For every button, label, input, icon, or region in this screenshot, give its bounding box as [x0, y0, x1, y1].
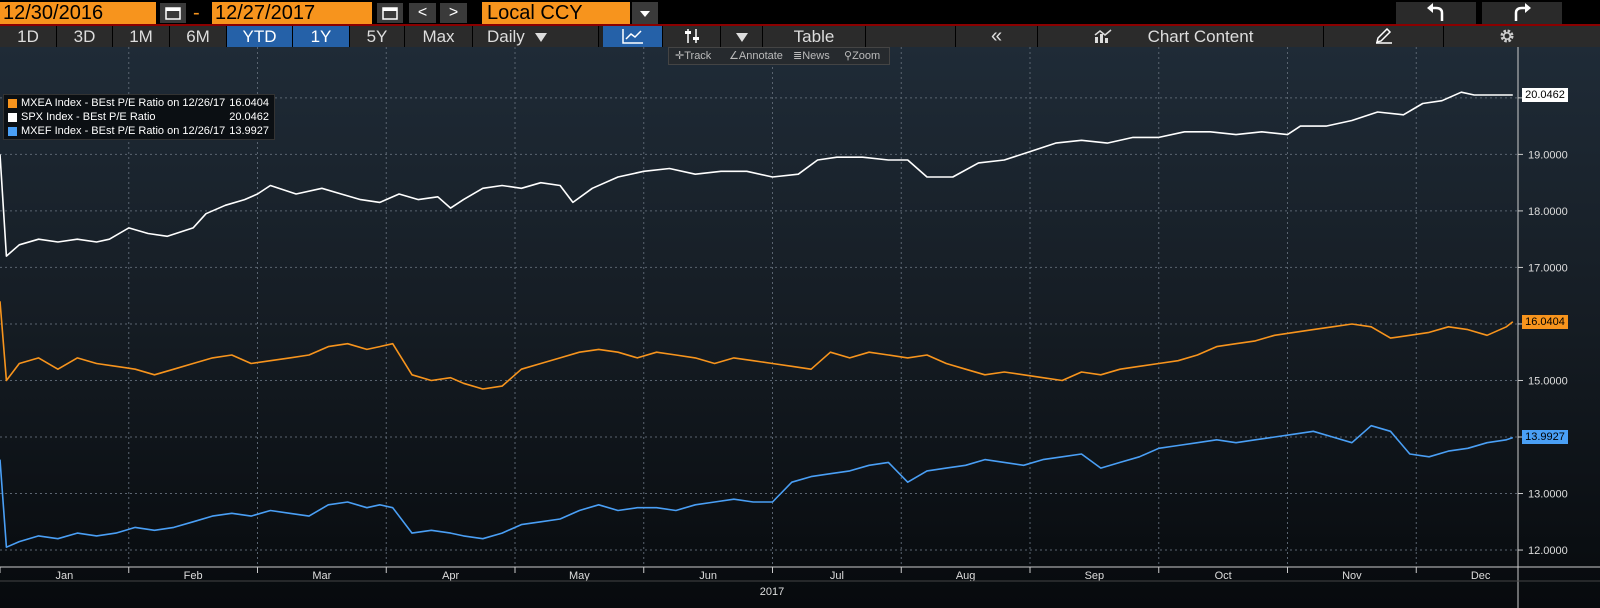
annotate-label: Annotate [738, 50, 783, 62]
x-tick-label: Dec [1471, 570, 1491, 582]
legend-value: 13.9927 [229, 125, 269, 137]
chart-tool-strip: ✛ Track ∠ Annotate ≣ News ⚲ Zoom [668, 47, 890, 65]
redo-icon [1514, 3, 1531, 21]
x-tick-label: Jul [830, 570, 844, 582]
y-tick-label: 17.0000 [1528, 262, 1568, 274]
last-value-tag: 16.0404 [1522, 314, 1568, 329]
last-value-tag: 20.0462 [1522, 88, 1568, 103]
y-tick-label: 19.0000 [1528, 149, 1568, 161]
y-tick-label: 13.0000 [1528, 489, 1568, 501]
currency-select[interactable]: Local CCY [482, 2, 630, 24]
range-1m-button[interactable]: 1M [113, 26, 170, 47]
start-date-field[interactable]: 12/30/2016 [0, 2, 156, 24]
y-tick-label: 12.0000 [1528, 545, 1568, 557]
sliders-icon [685, 29, 699, 43]
chart-area[interactable]: 12.000013.000014.000015.000016.000017.00… [0, 47, 1600, 608]
legend-label: MXEF Index - BEst P/E Ratio on 12/26/17 [21, 125, 226, 137]
x-tick-label: Feb [184, 570, 203, 582]
undo-button[interactable] [1396, 2, 1476, 24]
legend-swatch [8, 113, 17, 122]
series-line-mxef [0, 424, 1514, 549]
news-tool[interactable]: ≣ News [793, 50, 830, 62]
x-tick-label: Nov [1342, 570, 1362, 582]
line-chart-icon [622, 29, 643, 44]
series-line-spx [0, 91, 1513, 257]
undo-icon [1427, 3, 1444, 21]
x-axis-title: 2017 [760, 586, 784, 598]
range-5y-button[interactable]: 5Y [350, 26, 405, 47]
frequency-label: Daily [487, 27, 525, 46]
legend-label: MXEA Index - BEst P/E Ratio on 12/26/17 [21, 97, 226, 109]
legend-item[interactable]: MXEF Index - BEst P/E Ratio on 12/26/17 … [6, 124, 272, 138]
table-button[interactable]: Table [763, 26, 866, 47]
x-tick-label: Apr [442, 570, 459, 582]
chevron-down-icon [735, 33, 748, 43]
legend-item[interactable]: SPX Index - BEst P/E Ratio 20.0462 [6, 110, 272, 124]
range-1d-button[interactable]: 1D [0, 26, 57, 47]
collapse-panel-button[interactable]: « [956, 26, 1038, 47]
edit-button[interactable] [1324, 26, 1444, 47]
x-tick-label: Oct [1215, 570, 1232, 582]
x-tick-label: Jun [699, 570, 717, 582]
prev-period-button[interactable]: < [409, 3, 436, 23]
x-tick-label: Mar [312, 570, 331, 582]
blank-toolbar-segment [866, 26, 956, 47]
line-chart-type-button[interactable] [603, 26, 663, 47]
range-ytd-button[interactable]: YTD [227, 26, 293, 47]
legend-swatch [8, 127, 17, 136]
line-chart[interactable]: 12.000013.000014.000015.000016.000017.00… [0, 47, 1600, 608]
settings-button[interactable] [1444, 26, 1600, 47]
legend-value: 20.0462 [229, 111, 269, 123]
indicators-button[interactable] [663, 26, 721, 47]
annotate-tool[interactable]: ∠ Annotate [729, 50, 783, 62]
chart-legend[interactable]: MXEA Index - BEst P/E Ratio on 12/26/17 … [3, 94, 275, 140]
end-date-field[interactable]: 12/27/2017 [212, 2, 372, 24]
toolbar-divider [0, 24, 1600, 26]
chart-content-label: Chart Content [1147, 27, 1254, 46]
legend-value: 16.0404 [229, 97, 269, 109]
last-value-tag: 13.9927 [1522, 430, 1568, 445]
chart-content-icon [1094, 29, 1112, 43]
y-tick-label: 15.0000 [1528, 375, 1568, 387]
zoom-label: Zoom [852, 50, 881, 62]
range-1y-button[interactable]: 1Y [293, 26, 350, 47]
x-tick-label: May [569, 570, 590, 582]
date-separator: - [193, 2, 200, 24]
gear-icon [1500, 29, 1514, 43]
indicators-dropdown[interactable] [721, 26, 763, 47]
x-tick-label: Sep [1085, 570, 1105, 582]
redo-button[interactable] [1482, 2, 1562, 24]
chart-content-button[interactable]: Chart Content [1038, 26, 1324, 47]
legend-swatch [8, 99, 17, 108]
frequency-select[interactable]: Daily [473, 26, 599, 47]
next-period-button[interactable]: > [440, 3, 467, 23]
top-toolbar: 12/30/2016 - 12/27/2017 < > Local CCY [0, 0, 1600, 26]
y-tick-label: 18.0000 [1528, 206, 1568, 218]
range-3d-button[interactable]: 3D [57, 26, 113, 47]
currency-dropdown-icon[interactable] [632, 2, 658, 24]
legend-item[interactable]: MXEA Index - BEst P/E Ratio on 12/26/17 … [6, 96, 272, 110]
track-tool[interactable]: ✛ Track [675, 50, 712, 62]
zoom-tool[interactable]: ⚲ Zoom [844, 50, 881, 62]
legend-label: SPX Index - BEst P/E Ratio [21, 111, 156, 123]
range-max-button[interactable]: Max [405, 26, 473, 47]
x-tick-label: Aug [956, 570, 976, 582]
range-toolbar: 1D 3D 1M 6M YTD 1Y 5Y Max Daily Table « … [0, 26, 1600, 47]
x-tick-label: Jan [56, 570, 74, 582]
start-calendar-icon[interactable] [160, 3, 186, 23]
track-label: Track [684, 50, 712, 62]
chevron-down-icon [534, 33, 547, 43]
series-line-mxea [0, 301, 1514, 390]
edit-icon [1375, 28, 1392, 44]
range-6m-button[interactable]: 6M [170, 26, 227, 47]
news-label: News [802, 50, 830, 62]
end-calendar-icon[interactable] [377, 3, 403, 23]
